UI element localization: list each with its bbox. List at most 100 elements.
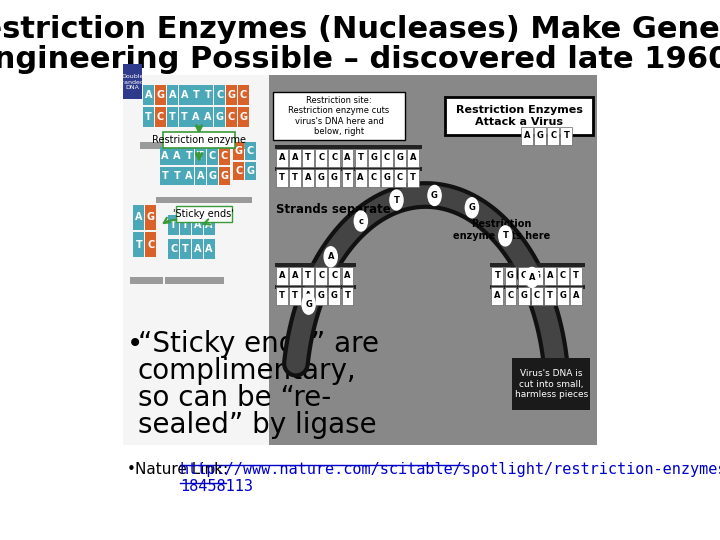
Text: A: A xyxy=(528,273,535,282)
Text: T: T xyxy=(182,244,189,254)
Bar xyxy=(192,215,203,235)
Bar xyxy=(544,267,556,285)
Text: G: G xyxy=(209,171,217,181)
Bar xyxy=(183,147,194,165)
Text: A: A xyxy=(181,90,188,100)
Bar xyxy=(195,147,206,165)
Text: T: T xyxy=(345,173,351,183)
Bar xyxy=(381,149,393,167)
Text: G: G xyxy=(228,90,235,100)
Bar xyxy=(521,127,533,145)
Text: C: C xyxy=(170,244,177,254)
Text: C: C xyxy=(240,90,247,100)
Text: •: • xyxy=(127,330,143,358)
Bar xyxy=(204,215,215,235)
Text: C: C xyxy=(221,151,228,161)
Bar xyxy=(160,147,171,165)
Bar xyxy=(408,149,419,167)
Text: “Sticky ends” are: “Sticky ends” are xyxy=(138,330,379,358)
Text: so can be “re-: so can be “re- xyxy=(138,384,331,412)
Text: T: T xyxy=(279,173,284,183)
Bar xyxy=(276,149,288,167)
Bar xyxy=(315,169,327,187)
Bar xyxy=(179,107,190,127)
Text: G: G xyxy=(536,132,544,140)
Bar xyxy=(143,85,154,105)
Text: T: T xyxy=(305,272,311,280)
Bar xyxy=(176,206,232,222)
Text: T: T xyxy=(162,171,168,181)
Circle shape xyxy=(465,198,479,218)
Bar xyxy=(214,85,225,105)
Text: T: T xyxy=(135,240,143,249)
Text: Engineering Possible – discovered late 1960s: Engineering Possible – discovered late 1… xyxy=(0,45,720,75)
Bar xyxy=(274,167,422,171)
Bar xyxy=(544,287,556,305)
Bar xyxy=(123,75,269,445)
Text: G: G xyxy=(147,213,155,222)
Bar xyxy=(245,162,256,180)
Circle shape xyxy=(428,185,441,205)
Bar xyxy=(183,167,194,185)
Bar xyxy=(289,169,301,187)
Bar xyxy=(302,267,314,285)
Bar xyxy=(276,287,288,305)
Text: C: C xyxy=(247,146,254,156)
Text: C: C xyxy=(534,292,540,300)
Bar xyxy=(534,127,546,145)
Bar xyxy=(179,85,190,105)
Text: G: G xyxy=(507,272,514,280)
Bar xyxy=(302,149,314,167)
Text: http://www.nature.com/scitable/spotlight/restriction-enzymes-: http://www.nature.com/scitable/spotlight… xyxy=(180,462,720,477)
Text: Restriction Enzymes
Attack a Virus: Restriction Enzymes Attack a Virus xyxy=(456,105,582,127)
Circle shape xyxy=(354,211,367,231)
Text: T: T xyxy=(182,220,189,230)
Bar xyxy=(226,107,237,127)
Text: A: A xyxy=(494,292,500,300)
Text: A: A xyxy=(328,252,334,261)
Circle shape xyxy=(302,294,315,314)
Bar xyxy=(505,287,516,305)
Bar xyxy=(168,239,179,259)
Bar xyxy=(171,167,183,185)
Text: A: A xyxy=(344,272,351,280)
Text: T: T xyxy=(197,151,204,161)
Text: A: A xyxy=(185,171,192,181)
Bar xyxy=(302,169,314,187)
Bar xyxy=(315,267,327,285)
Text: A: A xyxy=(194,220,201,230)
Text: G: G xyxy=(331,292,338,300)
Text: C: C xyxy=(318,153,324,163)
Bar xyxy=(238,85,249,105)
Text: C: C xyxy=(209,151,216,161)
Text: A: A xyxy=(192,112,199,122)
Circle shape xyxy=(526,267,539,287)
Text: C: C xyxy=(228,112,235,122)
Text: C: C xyxy=(216,90,223,100)
Text: T: T xyxy=(145,112,152,122)
Text: T: T xyxy=(292,292,298,300)
Text: T: T xyxy=(563,132,570,140)
Text: G: G xyxy=(370,153,377,163)
Text: A: A xyxy=(344,153,351,163)
Text: T: T xyxy=(495,272,500,280)
Bar xyxy=(204,239,215,259)
Bar xyxy=(191,107,202,127)
Bar xyxy=(368,169,379,187)
Bar xyxy=(492,287,503,305)
Text: G: G xyxy=(469,203,475,212)
Bar xyxy=(269,75,597,445)
Bar xyxy=(560,127,572,145)
Circle shape xyxy=(390,190,403,210)
Text: T: T xyxy=(394,195,400,205)
Text: A: A xyxy=(292,153,298,163)
Text: Strands separate: Strands separate xyxy=(276,204,391,217)
Bar xyxy=(207,167,218,185)
Bar xyxy=(133,232,145,257)
Circle shape xyxy=(324,247,337,267)
Text: T: T xyxy=(181,112,188,122)
Text: T: T xyxy=(503,231,508,240)
Bar xyxy=(180,215,191,235)
Bar xyxy=(274,92,405,140)
Text: Restriction Enzymes (Nucleases) Make Genetic: Restriction Enzymes (Nucleases) Make Gen… xyxy=(0,16,720,44)
